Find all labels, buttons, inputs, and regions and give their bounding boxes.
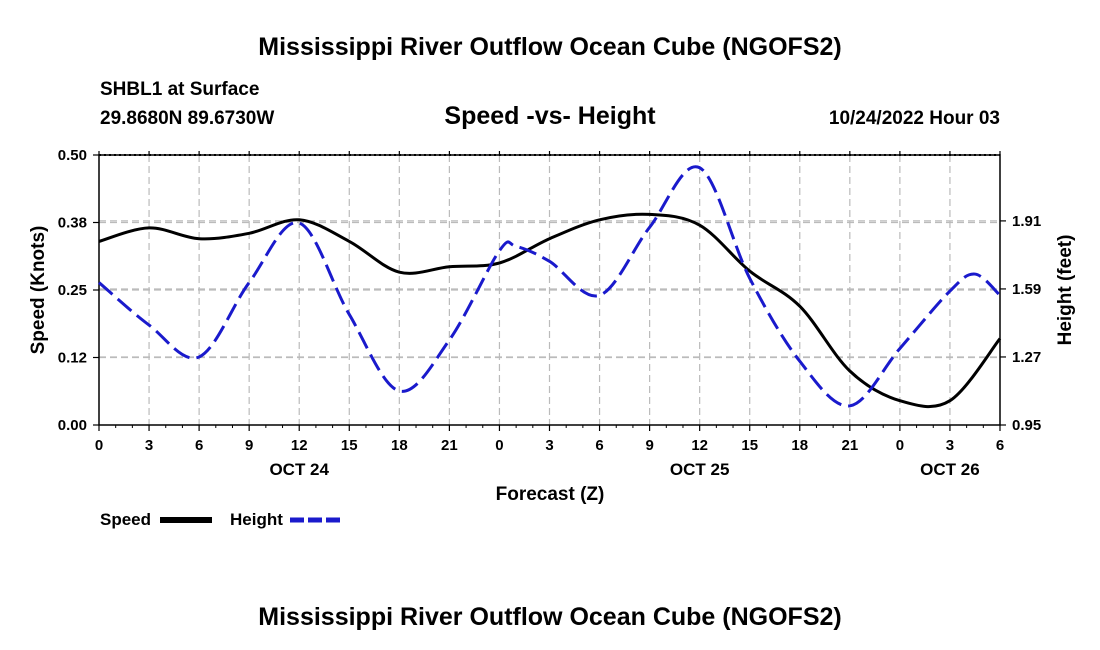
data-point-height — [198, 355, 201, 358]
y-right-tick-label: 0.95 — [1012, 417, 1041, 434]
data-point-speed — [148, 226, 151, 229]
y-axis-right-title: Height (feet) — [1055, 235, 1076, 346]
y-left-tick-label: 0.12 — [58, 350, 87, 367]
date-label: OCT 26 — [920, 460, 980, 479]
data-point-height — [973, 273, 976, 276]
series-layer — [98, 165, 1002, 409]
y-left-tick-label: 0.50 — [58, 147, 87, 164]
x-axis-title: Forecast (Z) — [496, 484, 605, 505]
data-point-speed — [498, 262, 501, 265]
y-axis-right: 0.95 1.27 1.59 1.91 — [1000, 213, 1041, 434]
data-point-height — [98, 281, 101, 284]
data-point-height — [948, 290, 951, 293]
x-tick-label: 6 — [195, 437, 203, 454]
x-tick-label: 6 — [595, 437, 603, 454]
x-tick-label: 18 — [791, 437, 808, 454]
footer-title: Mississippi River Outflow Ocean Cube (NG… — [258, 603, 841, 631]
data-point-height — [448, 338, 451, 341]
x-tick-label: 18 — [391, 437, 408, 454]
y-right-tick-label: 1.27 — [1012, 349, 1041, 366]
y-left-tick-label: 0.38 — [58, 215, 87, 232]
x-tick-label: 21 — [441, 437, 458, 454]
data-point-speed — [98, 240, 101, 243]
x-tick-label: 9 — [245, 437, 253, 454]
x-tick-label: 12 — [691, 437, 708, 454]
x-axis: 0 3 6 9 12 15 18 21 0 3 6 9 12 15 18 21 0 3 6 — [95, 151, 1004, 454]
date-labels: OCT 24 OCT 25 OCT 26 — [269, 460, 979, 479]
x-tick-label: 3 — [145, 437, 153, 454]
y-axis-left: 0.00 0.12 0.25 0.38 0.50 — [58, 147, 99, 434]
x-tick-label: 3 — [946, 437, 954, 454]
data-point-speed — [898, 399, 901, 402]
data-point-speed — [248, 232, 251, 235]
data-point-speed — [398, 271, 401, 274]
data-point-height — [598, 294, 601, 297]
y-left-tick-label: 0.00 — [58, 417, 87, 434]
data-point-speed — [198, 237, 201, 240]
series-line-height — [98, 165, 1002, 408]
x-tick-label: 6 — [996, 437, 1004, 454]
data-point-speed — [798, 305, 801, 308]
chart-subtitle: Speed -vs- Height — [444, 102, 656, 130]
data-point-speed — [348, 240, 351, 243]
data-point-height — [648, 226, 651, 229]
data-point-height — [999, 294, 1002, 297]
chart-title: Mississippi River Outflow Ocean Cube (NG… — [258, 33, 841, 61]
legend-height-label: Height — [230, 510, 283, 529]
data-point-height — [748, 277, 751, 280]
data-point-height — [348, 313, 351, 316]
data-point-height — [248, 281, 251, 284]
y-right-tick-label: 1.91 — [1012, 213, 1041, 230]
location-label: 29.8680N 89.6730W — [100, 108, 274, 129]
data-point-height — [548, 260, 551, 263]
x-tick-label: 15 — [741, 437, 758, 454]
series-line-speed — [98, 212, 1002, 409]
x-tick-label: 15 — [341, 437, 358, 454]
data-point-height — [398, 389, 401, 392]
legend-speed-label: Speed — [100, 510, 151, 529]
x-tick-label: 9 — [645, 437, 653, 454]
data-point-speed — [448, 265, 451, 268]
data-point-speed — [698, 224, 701, 227]
y-left-tick-label: 0.25 — [58, 282, 87, 299]
data-point-speed — [648, 213, 651, 216]
x-tick-label: 3 — [545, 437, 553, 454]
date-label: OCT 25 — [670, 460, 730, 479]
data-point-height — [698, 166, 701, 169]
x-tick-label: 21 — [841, 437, 858, 454]
x-tick-label: 0 — [95, 437, 103, 454]
datetime-label: 10/24/2022 Hour 03 — [829, 108, 1000, 129]
data-point-speed — [848, 370, 851, 373]
data-point-speed — [999, 337, 1002, 340]
data-point-height — [148, 324, 151, 327]
data-point-height — [298, 222, 301, 225]
y-right-tick-label: 1.59 — [1012, 281, 1041, 298]
x-tick-label: 0 — [896, 437, 904, 454]
station-label: SHBL1 at Surface — [100, 79, 259, 100]
data-point-speed — [548, 237, 551, 240]
data-point-speed — [948, 399, 951, 402]
data-point-height — [848, 404, 851, 407]
data-point-speed — [298, 218, 301, 221]
data-point-height — [898, 347, 901, 350]
x-tick-label: 0 — [495, 437, 503, 454]
legend: Speed Height — [100, 510, 343, 529]
date-label: OCT 24 — [269, 460, 329, 479]
data-point-speed — [598, 218, 601, 221]
data-point-height — [515, 245, 518, 248]
data-point-speed — [748, 270, 751, 273]
data-point-height — [498, 249, 501, 252]
data-point-height — [798, 360, 801, 363]
y-axis-left-title: Speed (Knots) — [28, 226, 49, 355]
x-tick-label: 12 — [291, 437, 308, 454]
